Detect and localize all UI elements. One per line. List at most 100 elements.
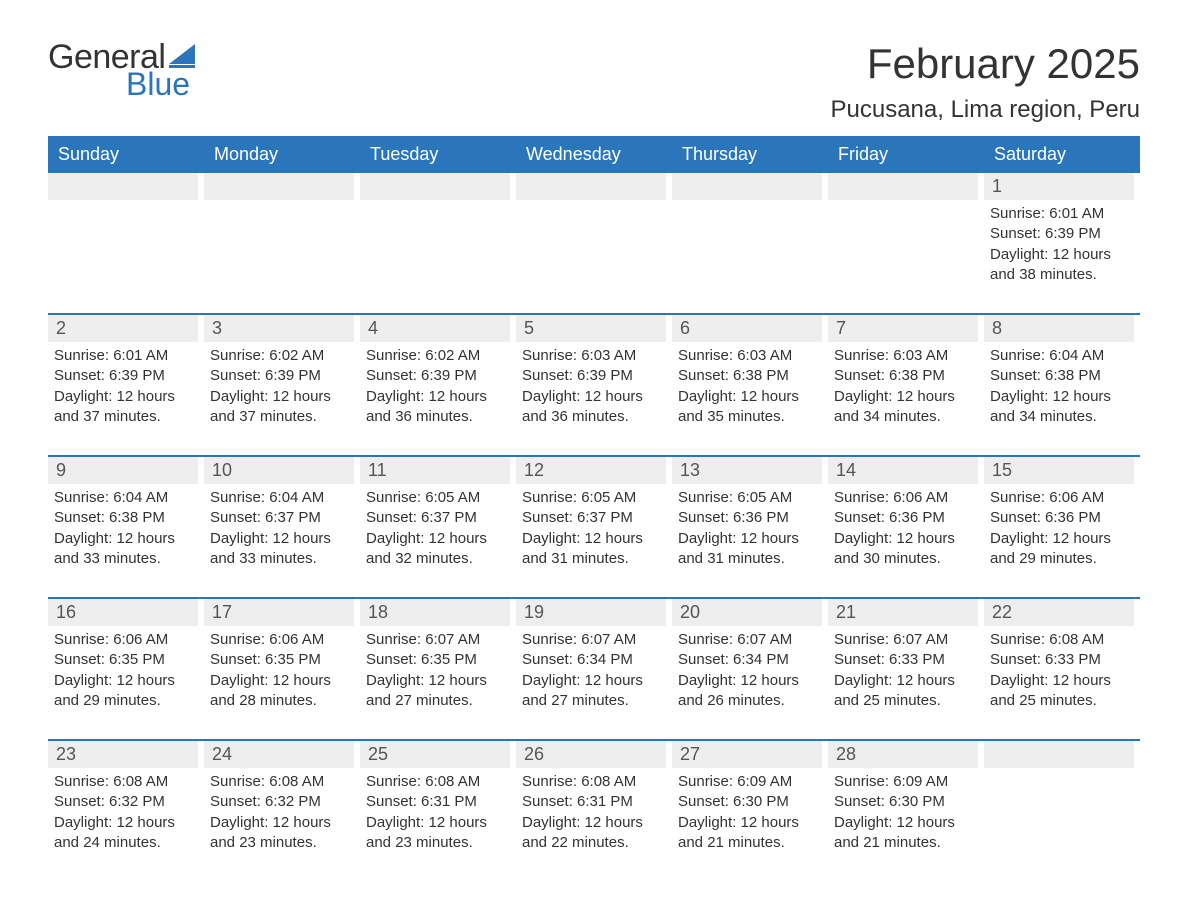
day-detail-line: Sunrise: 6:07 AM [366,630,510,650]
day-detail-line: Daylight: 12 hours and 38 minutes. [990,245,1134,286]
day-detail-line: Daylight: 12 hours and 23 minutes. [210,813,354,854]
day-detail-line: Sunset: 6:39 PM [210,366,354,386]
day-details: Sunrise: 6:08 AMSunset: 6:33 PMDaylight:… [984,630,1134,711]
day-cell: 7Sunrise: 6:03 AMSunset: 6:38 PMDaylight… [828,315,984,427]
day-number: 1 [984,173,1134,200]
day-details: Sunrise: 6:08 AMSunset: 6:32 PMDaylight:… [204,772,354,853]
day-detail-line: Daylight: 12 hours and 28 minutes. [210,671,354,712]
day-detail-line: Daylight: 12 hours and 30 minutes. [834,529,978,570]
day-detail-line: Sunrise: 6:09 AM [678,772,822,792]
day-cell: 28Sunrise: 6:09 AMSunset: 6:30 PMDayligh… [828,741,984,853]
day-detail-line: Daylight: 12 hours and 37 minutes. [210,387,354,428]
day-detail-line: Daylight: 12 hours and 32 minutes. [366,529,510,570]
day-cell: 20Sunrise: 6:07 AMSunset: 6:34 PMDayligh… [672,599,828,711]
day-cell: 19Sunrise: 6:07 AMSunset: 6:34 PMDayligh… [516,599,672,711]
day-detail-line: Sunrise: 6:06 AM [834,488,978,508]
day-detail-line: Daylight: 12 hours and 31 minutes. [522,529,666,570]
day-detail-line: Sunrise: 6:05 AM [366,488,510,508]
day-details: Sunrise: 6:03 AMSunset: 6:38 PMDaylight:… [828,346,978,427]
day-detail-line: Sunrise: 6:02 AM [366,346,510,366]
weeks-container: 1 Sunrise: 6:01 AMSunset: 6:39 PMDaylight… [48,173,1140,853]
day-number: 4 [360,315,510,342]
day-detail-line: Daylight: 12 hours and 29 minutes. [990,529,1134,570]
weekday-header: Wednesday [516,136,672,173]
day-number [828,173,978,200]
day-cell: 13Sunrise: 6:05 AMSunset: 6:36 PMDayligh… [672,457,828,569]
day-detail-line: Sunrise: 6:08 AM [54,772,198,792]
day-details: Sunrise: 6:05 AMSunset: 6:37 PMDaylight:… [360,488,510,569]
logo-word-blue: Blue [126,68,199,100]
day-cell [672,173,828,285]
day-detail-line: Sunrise: 6:03 AM [834,346,978,366]
day-detail-line: Sunrise: 6:06 AM [54,630,198,650]
day-cell: 1 Sunrise: 6:01 AMSunset: 6:39 PMDaylight… [984,173,1140,285]
day-detail-line: Sunset: 6:36 PM [990,508,1134,528]
day-number: 12 [516,457,666,484]
day-number: 28 [828,741,978,768]
day-detail-line: Sunset: 6:38 PM [990,366,1134,386]
day-detail-line: Sunrise: 6:08 AM [990,630,1134,650]
day-detail-line: Sunset: 6:35 PM [366,650,510,670]
day-number [984,741,1134,768]
week-row: 9Sunrise: 6:04 AMSunset: 6:38 PMDaylight… [48,455,1140,569]
day-details: Sunrise: 6:07 AMSunset: 6:34 PMDaylight:… [516,630,666,711]
day-detail-line: Sunrise: 6:09 AM [834,772,978,792]
day-cell [516,173,672,285]
day-details: Sunrise: 6:06 AMSunset: 6:35 PMDaylight:… [204,630,354,711]
day-details: Sunrise: 6:04 AMSunset: 6:37 PMDaylight:… [204,488,354,569]
day-cell: 4Sunrise: 6:02 AMSunset: 6:39 PMDaylight… [360,315,516,427]
location-subtitle: Pucusana, Lima region, Peru [830,96,1140,124]
day-detail-line: Daylight: 12 hours and 33 minutes. [54,529,198,570]
calendar: Sunday Monday Tuesday Wednesday Thursday… [48,136,1140,853]
week-row: 1 Sunrise: 6:01 AMSunset: 6:39 PMDaylight… [48,173,1140,285]
weekday-header-row: Sunday Monday Tuesday Wednesday Thursday… [48,136,1140,173]
day-detail-line: Sunrise: 6:07 AM [678,630,822,650]
weekday-header: Tuesday [360,136,516,173]
day-detail-line: Sunset: 6:34 PM [678,650,822,670]
weekday-header: Thursday [672,136,828,173]
day-details: Sunrise: 6:06 AMSunset: 6:35 PMDaylight:… [48,630,198,711]
day-cell: 17Sunrise: 6:06 AMSunset: 6:35 PMDayligh… [204,599,360,711]
day-details: Sunrise: 6:07 AMSunset: 6:35 PMDaylight:… [360,630,510,711]
day-number [204,173,354,200]
day-detail-line: Daylight: 12 hours and 34 minutes. [834,387,978,428]
logo: General Blue [48,40,199,100]
day-details: Sunrise: 6:05 AMSunset: 6:36 PMDaylight:… [672,488,822,569]
weekday-header: Monday [204,136,360,173]
day-detail-line: Sunrise: 6:04 AM [54,488,198,508]
day-cell: 15 Sunrise: 6:06 AMSunset: 6:36 PMDayligh… [984,457,1140,569]
month-title: February 2025 [830,40,1140,88]
weekday-header: Saturday [984,136,1140,173]
day-detail-line: Daylight: 12 hours and 25 minutes. [834,671,978,712]
day-detail-line: Sunset: 6:36 PM [834,508,978,528]
day-cell: 16Sunrise: 6:06 AMSunset: 6:35 PMDayligh… [48,599,204,711]
day-cell: 26 Sunrise: 6:08 AMSunset: 6:31 PMDayligh… [516,741,672,853]
day-number: 15 [984,457,1134,484]
day-detail-line: Daylight: 12 hours and 22 minutes. [522,813,666,854]
day-number: 6 [672,315,822,342]
day-cell: 10Sunrise: 6:04 AMSunset: 6:37 PMDayligh… [204,457,360,569]
day-details: Sunrise: 6:04 AMSunset: 6:38 PMDaylight:… [48,488,198,569]
day-detail-line: Sunrise: 6:04 AM [210,488,354,508]
day-detail-line: Sunrise: 6:06 AM [990,488,1134,508]
day-details: Sunrise: 6:01 AMSunset: 6:39 PMDaylight:… [48,346,198,427]
sail-icon [169,44,199,68]
day-detail-line: Daylight: 12 hours and 36 minutes. [366,387,510,428]
day-cell: 5Sunrise: 6:03 AMSunset: 6:39 PMDaylight… [516,315,672,427]
day-number: 14 [828,457,978,484]
day-number [672,173,822,200]
weekday-header: Sunday [48,136,204,173]
day-detail-line: Sunset: 6:38 PM [54,508,198,528]
day-detail-line: Daylight: 12 hours and 33 minutes. [210,529,354,570]
day-cell: 24Sunrise: 6:08 AMSunset: 6:32 PMDayligh… [204,741,360,853]
day-number: 26 [516,741,666,768]
day-detail-line: Sunset: 6:34 PM [522,650,666,670]
day-detail-line: Sunset: 6:31 PM [522,792,666,812]
day-number [360,173,510,200]
day-cell [360,173,516,285]
day-detail-line: Sunset: 6:32 PM [54,792,198,812]
day-detail-line: Sunrise: 6:08 AM [522,772,666,792]
day-cell [828,173,984,285]
day-detail-line: Sunrise: 6:07 AM [522,630,666,650]
day-details: Sunrise: 6:01 AMSunset: 6:39 PMDaylight:… [984,204,1134,285]
